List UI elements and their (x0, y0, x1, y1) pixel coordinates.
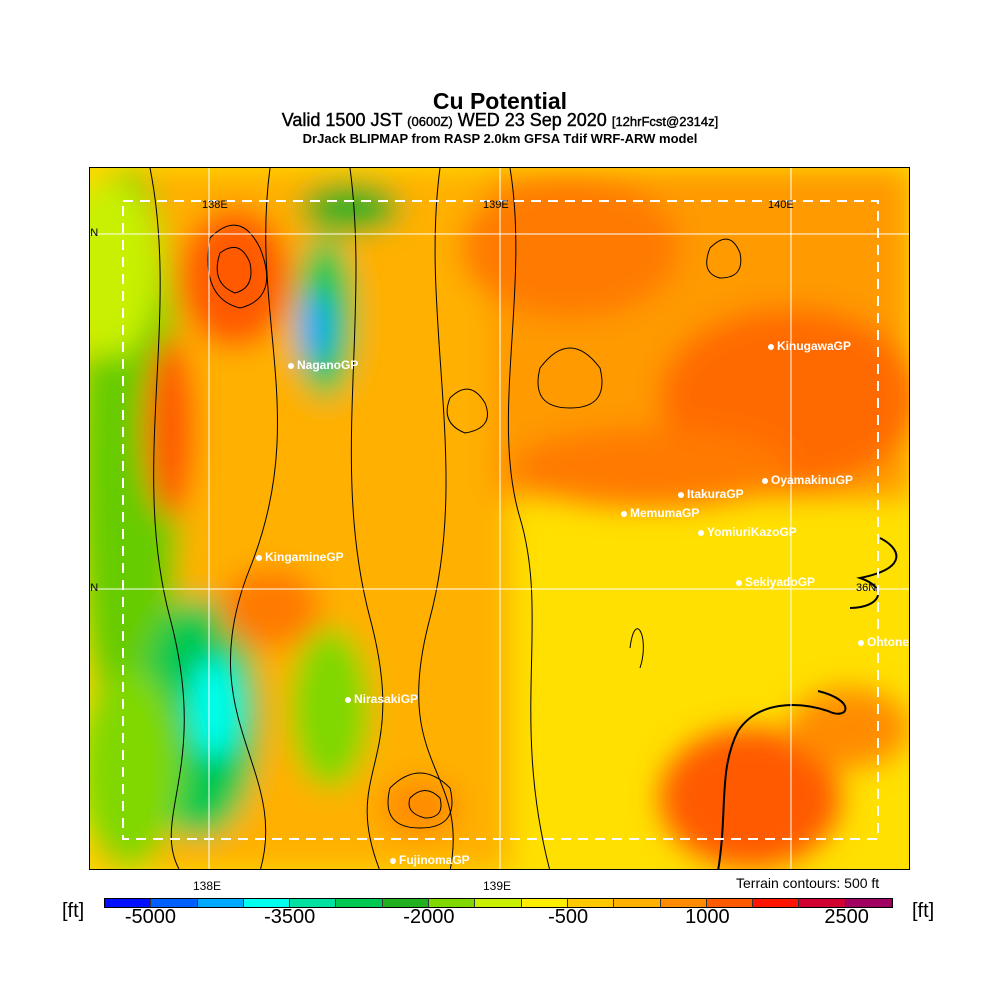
color-bar-swatch (290, 899, 337, 907)
terrain-contour-note: Terrain contours: 500 ft (736, 875, 880, 891)
forecast-label: [12hrFcst@2314z] (611, 114, 719, 129)
lat-label: 37N (90, 227, 99, 239)
unit-label-left: [ft] (62, 900, 85, 922)
color-bar-swatch (799, 899, 846, 907)
bottom-lon-label: 138E (193, 879, 222, 893)
cu-potential-map: 138E 139E 140E 37N 36N 36N NaganoGP Kinu… (89, 167, 910, 870)
color-bar-swatch (105, 899, 152, 907)
color-bar-swatch (753, 899, 800, 907)
site-itakura[interactable]: ItakuraGP (678, 487, 744, 501)
valid-label: Valid 1500 JST (281, 110, 403, 130)
model-description: DrJack BLIPMAP from RASP 2.0km GFSA Tdif… (302, 131, 698, 146)
site-memuma[interactable]: MemumaGP (621, 506, 699, 520)
site-kinugawa[interactable]: KinugawaGP (768, 339, 851, 353)
color-bar-tick-label: -3500 (264, 906, 316, 928)
color-bar-tick-label: 2500 (824, 906, 869, 928)
site-nagano[interactable]: NaganoGP (288, 358, 358, 372)
color-bar-swatch (845, 899, 893, 907)
color-bar-swatch (706, 899, 754, 907)
unit-label-right: [ft] (912, 900, 935, 922)
color-bar-swatch (336, 899, 383, 907)
color-bar-swatch (660, 899, 707, 907)
color-bar-swatch (521, 899, 568, 907)
color-bar-tick-label: -5000 (124, 906, 176, 928)
lon-label: 139E (483, 199, 509, 211)
site-ohtone[interactable]: Ohtone (858, 635, 909, 649)
site-fujino[interactable]: FujinomaGP (390, 853, 470, 867)
terrain-contours (149, 168, 898, 869)
lon-label: 140E (768, 199, 794, 211)
site-nirasaki[interactable]: NirasakiGP (345, 692, 418, 706)
lon-label: 138E (202, 199, 228, 211)
color-bar-swatch (567, 899, 615, 907)
color-bar-swatch (197, 899, 244, 907)
color-bar-swatch (614, 899, 661, 907)
color-bar-swatch (475, 899, 522, 907)
color-bar (104, 898, 893, 908)
color-bar-swatch (151, 899, 198, 907)
color-bar-swatch (429, 899, 476, 907)
color-bar-tick-label: 1000 (685, 906, 730, 928)
date-label: WED 23 Sep 2020 (457, 110, 607, 130)
valid-time: Valid 1500 JST (0600Z) WED 23 Sep 2020 [… (0, 110, 1000, 131)
color-bar-swatch (382, 899, 430, 907)
inner-domain-boundary (122, 200, 879, 840)
bottom-lon-label: 139E (483, 879, 512, 893)
site-kingamine[interactable]: KingamineGP (256, 550, 344, 564)
utc-time: (0600Z) (407, 114, 453, 129)
map-field (90, 168, 909, 869)
site-oyamakinu[interactable]: OyamakinuGP (762, 473, 853, 487)
map-title: Cu Potential (432, 88, 568, 114)
lat-label: 36N (90, 582, 99, 594)
site-yomiurikazo[interactable]: YomiuriKazoGP (698, 525, 797, 539)
lat-label: 36N (856, 582, 877, 594)
lat-lon-grid (90, 168, 909, 869)
color-bar-tick-label: -2000 (403, 906, 455, 928)
site-sekiyado[interactable]: SekiyadoGP (736, 575, 815, 589)
color-bar-swatch (243, 899, 291, 907)
color-bar-tick-label: -500 (548, 906, 589, 928)
